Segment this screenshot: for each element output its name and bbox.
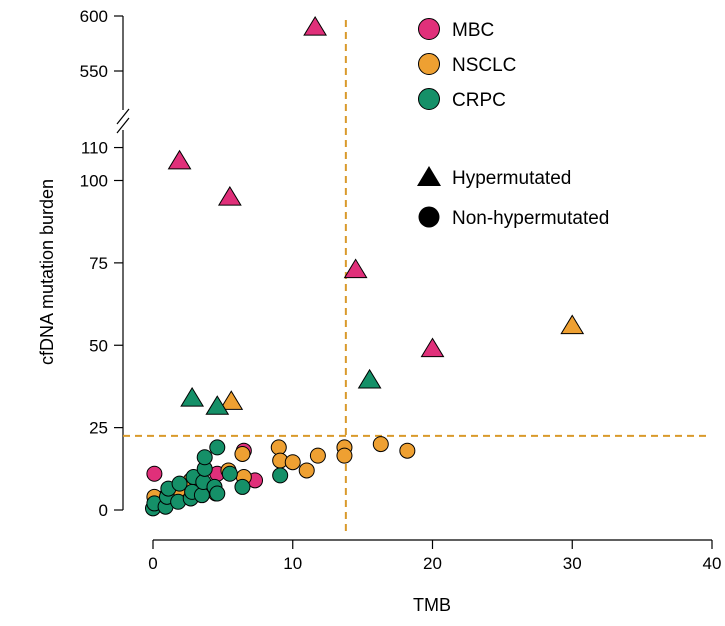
y-tick-label: 75 [89,254,108,273]
legend-marker-circle [418,206,440,228]
point-nsclc-hypermutated [219,390,244,410]
legend-marker-nsclc [418,53,440,75]
legend: MBC NSCLC CRPC Hypermutated Non-hypermutated [417,18,609,229]
point-crpc-non-hypermutated [196,449,213,466]
y-tick-label: 25 [89,419,108,438]
point-mbc-hypermutated [420,337,445,358]
y-tick-label: 110 [81,139,108,158]
legend-label-circle: Non-hypermutated [452,208,609,229]
y-axis-title: cfDNA mutation burden [37,179,57,365]
point-mbc-hypermutated [217,185,242,206]
point-nsclc-non-hypermutated [284,454,301,471]
legend-label-crpc: CRPC [452,90,506,111]
point-nsclc-non-hypermutated [372,436,389,453]
legend-marker-crpc [418,88,440,110]
y-tick-label: 50 [89,336,108,355]
point-mbc-non-hypermutated [146,465,163,482]
legend-marker-mbc [418,18,440,40]
x-tick-label: 30 [563,554,582,573]
point-nsclc-non-hypermutated [399,442,416,459]
point-nsclc-non-hypermutated [336,447,353,464]
x-tick-label: 40 [703,554,722,573]
point-crpc-non-hypermutated [209,485,226,502]
legend-label-triangle: Hypermutated [452,168,571,189]
point-crpc-non-hypermutated [221,465,238,482]
point-mbc-hypermutated [167,149,192,170]
point-nsclc-non-hypermutated [298,462,315,479]
point-crpc-non-hypermutated [209,439,226,456]
point-mbc-hypermutated [303,15,327,36]
y-tick-label: 0 [99,501,108,520]
point-nsclc-non-hypermutated [234,445,251,462]
point-crpc-non-hypermutated [272,467,289,484]
x-axis-title: TMB [413,595,451,615]
y-tick-label: 550 [80,62,108,81]
y-tick-label: 100 [80,172,108,191]
point-mbc-hypermutated [343,258,368,279]
point-crpc-non-hypermutated [171,475,188,492]
axis-break-mark [116,108,130,125]
point-crpc-hypermutated [180,386,205,407]
point-crpc-hypermutated [357,368,382,389]
y-tick-label: 600 [80,7,108,26]
x-tick-label: 20 [423,554,442,573]
point-nsclc-non-hypermutated [309,447,326,464]
point-crpc-hypermutated [205,395,230,415]
point-nsclc-non-hypermutated [270,439,287,456]
x-tick-label: 0 [148,554,157,573]
axis-break-mark [116,117,130,134]
point-nsclc-hypermutated [560,314,585,335]
legend-marker-triangle [417,166,441,186]
legend-label-nsclc: NSCLC [452,55,516,76]
legend-label-mbc: MBC [452,20,494,41]
point-crpc-non-hypermutated [234,478,251,495]
data-points [145,15,585,517]
x-tick-label: 10 [283,554,302,573]
axes: 0 10 20 30 40 0 25 50 75 100 110 550 600 [80,7,722,573]
